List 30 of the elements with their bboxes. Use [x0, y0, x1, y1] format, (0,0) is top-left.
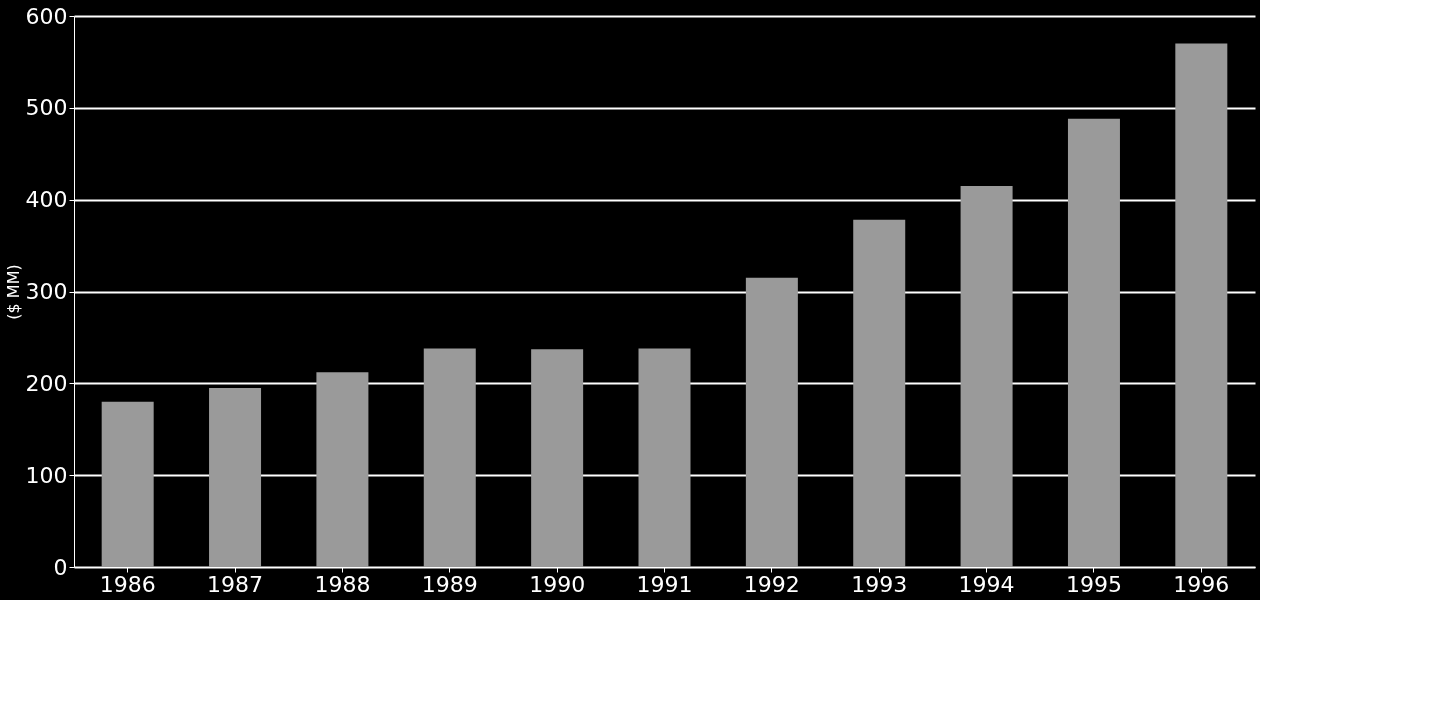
- y-tick-label: 400: [25, 187, 68, 213]
- bar: [745, 277, 798, 567]
- bar: [638, 348, 691, 567]
- bar: [960, 185, 1013, 567]
- bar: [853, 219, 906, 567]
- y-tick-label: 0: [53, 554, 68, 580]
- x-tick-label: 1988: [314, 571, 371, 597]
- bar: [423, 348, 476, 567]
- x-tick-label: 1995: [1065, 571, 1122, 597]
- y-tick-label: 600: [25, 3, 68, 29]
- y-axis-title: ($ MM): [3, 264, 23, 320]
- bar: [316, 372, 369, 567]
- y-tick-label: 200: [25, 370, 68, 396]
- bar: [101, 401, 154, 567]
- bar: [1175, 43, 1228, 567]
- bar: [531, 349, 584, 567]
- y-tick-label: 100: [25, 462, 68, 488]
- x-tick-label: 1993: [851, 571, 908, 597]
- y-tick-label: 300: [25, 279, 68, 304]
- x-tick-label: 1991: [636, 571, 693, 597]
- x-tick-label: 1986: [99, 571, 156, 597]
- bar: [1067, 118, 1120, 567]
- x-tick-label: 1994: [958, 571, 1015, 597]
- x-tick-label: 1992: [743, 571, 800, 597]
- x-tick-label: 1989: [421, 571, 478, 597]
- y-tick-label: 500: [25, 95, 68, 121]
- x-tick-label: 1990: [529, 571, 586, 597]
- bar: [209, 387, 262, 567]
- x-tick-label: 1996: [1173, 571, 1230, 597]
- x-tick-label: 1987: [207, 571, 264, 597]
